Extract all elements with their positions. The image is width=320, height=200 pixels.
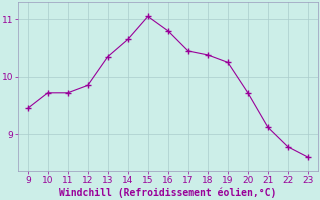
X-axis label: Windchill (Refroidissement éolien,°C): Windchill (Refroidissement éolien,°C) [59, 187, 276, 198]
